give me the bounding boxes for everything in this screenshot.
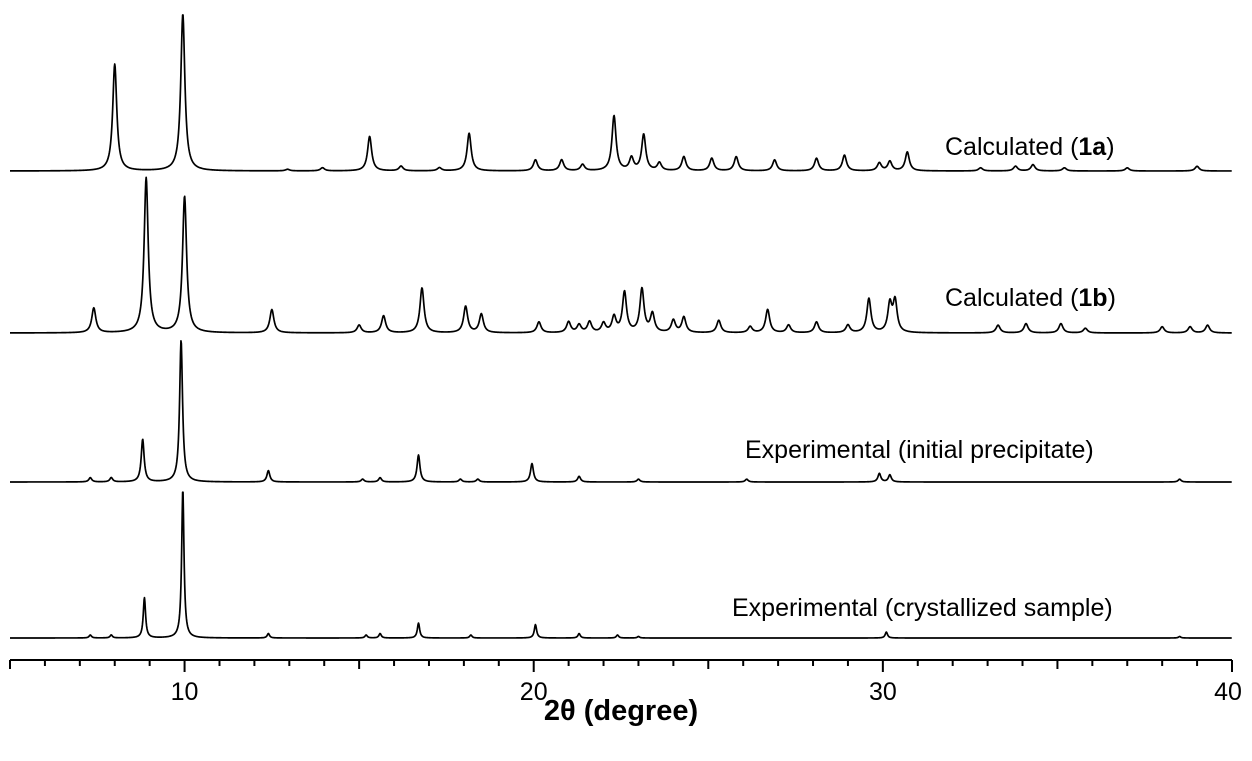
series-traces: [9, 14, 1233, 639]
series-label-calculated-1a: Calculated (1a): [945, 133, 1115, 161]
x-axis-ticks: 10 20 30 40: [9, 660, 1242, 706]
x-tick-label: 40: [1214, 678, 1242, 706]
x-tick-label: 20: [520, 678, 548, 706]
x-tick-label: 10: [171, 678, 199, 706]
trace-calculated-1a: [9, 14, 1233, 172]
trace-calculated-1b: [9, 176, 1233, 334]
x-axis: 10 20 30 40 2θ (degree): [9, 659, 1242, 727]
x-tick-label: 30: [869, 678, 897, 706]
x-axis-title: 2θ (degree): [544, 695, 698, 727]
series-label-calculated-1b: Calculated (1b): [945, 284, 1116, 312]
series-label-experimental-initial: Experimental (initial precipitate): [745, 436, 1094, 464]
series-labels: Calculated (1a) Calculated (1b) Experime…: [732, 133, 1116, 622]
trace-experimental-initial: [9, 339, 1233, 483]
series-label-experimental-crystallized: Experimental (crystallized sample): [732, 594, 1113, 622]
trace-experimental-crystallized: [9, 491, 1233, 639]
